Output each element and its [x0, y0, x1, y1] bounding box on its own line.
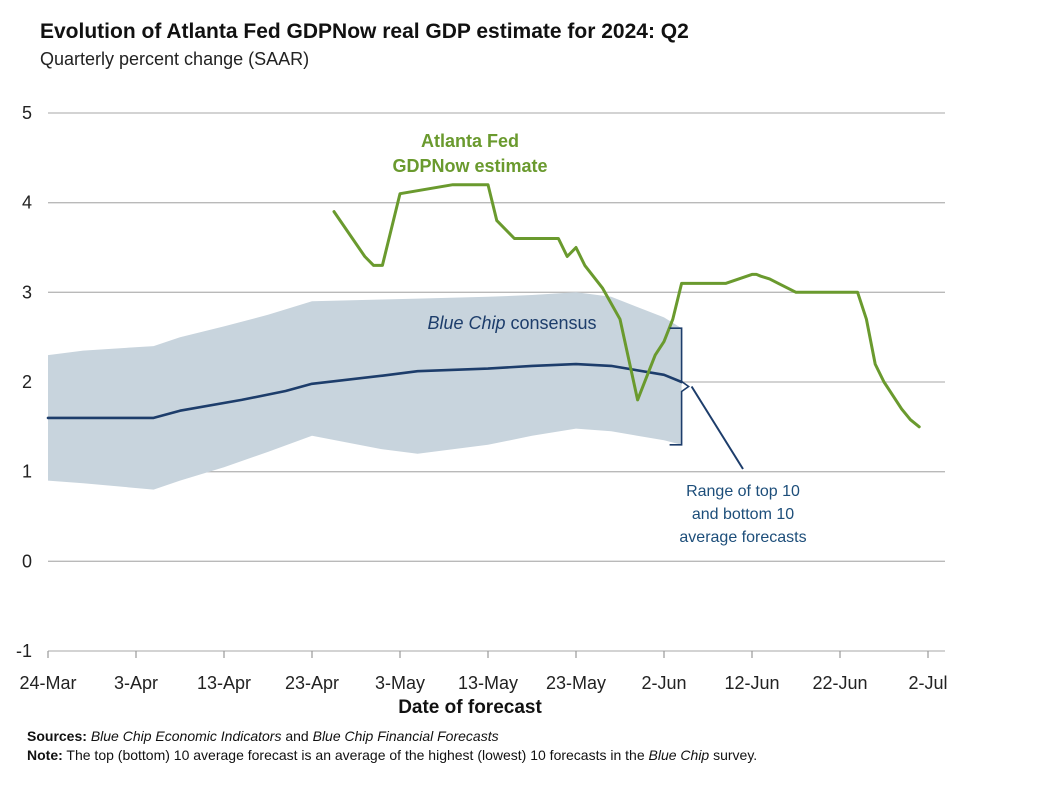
note-text-1: The top (bottom) 10 average forecast is …	[62, 747, 649, 763]
gdpnow-line	[332, 183, 921, 429]
x-tick-label: 23-Apr	[285, 673, 339, 693]
y-tick-label: 1	[22, 462, 32, 482]
range-label-line3: average forecasts	[679, 529, 806, 546]
gdpnow-label-line1: Atlanta Fed	[421, 131, 519, 151]
note-text-2: survey.	[709, 747, 758, 763]
bluechip-label-italic: Blue Chip	[427, 313, 505, 333]
range-label-line1: Range of top 10	[686, 483, 800, 500]
range-bracket-shape	[669, 327, 690, 446]
chart-title: Evolution of Atlanta Fed GDPNow real GDP…	[40, 20, 689, 43]
x-tick-label: 12-Jun	[724, 673, 779, 693]
x-tick-label: 23-May	[546, 673, 606, 693]
sources-italic-2: Blue Chip Financial Forecasts	[312, 728, 499, 744]
range-label-line2: and bottom 10	[692, 506, 794, 523]
y-tick-label: 3	[22, 282, 32, 302]
note-line: Note: The top (bottom) 10 average foreca…	[27, 746, 1037, 765]
bluechip-label: Blue Chip consensus	[427, 313, 596, 333]
x-tick-label: 2-Jun	[641, 673, 686, 693]
x-axis-ticks: 24-Mar 3-Apr 13-Apr 23-Apr 3-May 13-May 23-May…	[19, 651, 948, 693]
x-tick-label: 24-Mar	[19, 673, 76, 693]
y-tick-label: 4	[22, 193, 32, 213]
x-tick-label: 2-Jul	[908, 673, 947, 693]
series-lines	[46, 183, 921, 429]
sources-line: Sources: Blue Chip Economic Indicators a…	[27, 727, 1037, 746]
sources-label: Sources:	[27, 728, 87, 744]
y-tick-label: 0	[22, 551, 32, 571]
forecast-range-band	[48, 292, 682, 490]
x-tick-label: 3-May	[375, 673, 425, 693]
sources-mid: and	[281, 728, 313, 744]
x-tick-label: 13-May	[458, 673, 518, 693]
x-tick-label: 22-Jun	[812, 673, 867, 693]
range-band-area	[48, 292, 682, 490]
x-tick-label: 13-Apr	[197, 673, 251, 693]
y-tick-label: 5	[22, 103, 32, 123]
y-axis-ticks: 5 4 3 2 1 0 -1	[16, 103, 32, 661]
x-tick-label: 3-Apr	[114, 673, 158, 693]
footnotes: Sources: Blue Chip Economic Indicators a…	[27, 727, 1037, 765]
y-tick-label: -1	[16, 641, 32, 661]
bluechip-consensus-line	[46, 362, 683, 420]
x-axis-label: Date of forecast	[398, 697, 542, 718]
chart-subtitle: Quarterly percent change (SAAR)	[40, 49, 309, 69]
bluechip-label-rest: consensus	[505, 313, 596, 333]
y-tick-label: 2	[22, 372, 32, 392]
range-bracket	[669, 327, 744, 470]
gdpnow-label-line2: GDPNow estimate	[392, 156, 547, 176]
range-pointer-line	[690, 385, 744, 470]
note-italic: Blue Chip	[648, 747, 710, 763]
sources-italic-1: Blue Chip Economic Indicators	[90, 728, 282, 744]
note-label: Note:	[27, 747, 63, 763]
